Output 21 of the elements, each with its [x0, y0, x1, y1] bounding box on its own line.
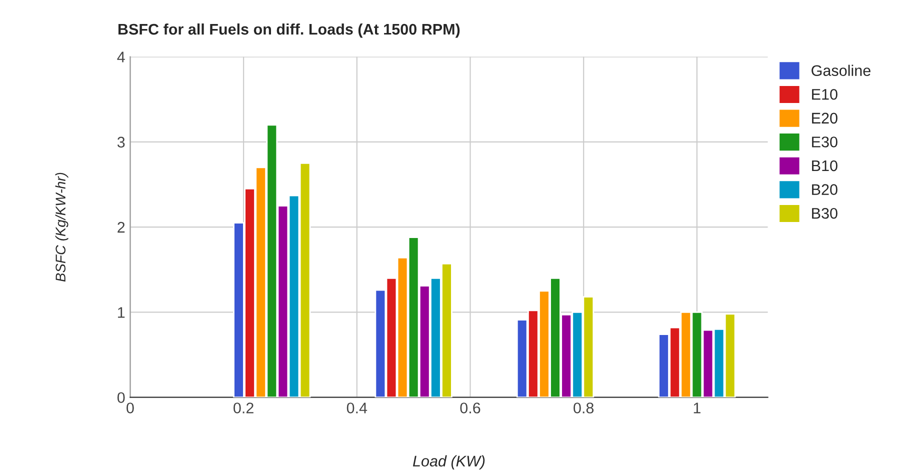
y-tick-label: 2 — [118, 222, 125, 233]
x-tick-label: 0 — [126, 402, 134, 414]
y-tick-label: 1 — [118, 307, 125, 318]
legend-label: E30 — [812, 136, 838, 148]
legend-label: E10 — [812, 88, 838, 100]
x-tick-label: 1 — [694, 402, 700, 414]
x-tick-label: 0.4 — [346, 402, 368, 414]
x-tick-label: 0.2 — [234, 402, 254, 414]
legend-label: B20 — [812, 184, 838, 195]
x-tick-label: 0.8 — [574, 402, 594, 414]
x-axis-title: Load (KW) — [412, 455, 485, 470]
legend-label: E20 — [812, 112, 838, 124]
legend-label: B10 — [812, 160, 838, 172]
y-tick-label: 4 — [117, 52, 125, 62]
legend-label: B30 — [812, 208, 838, 219]
y-tick-label: 3 — [117, 136, 125, 148]
y-axis-title: BSFC (Kg/KW-hr) — [55, 172, 68, 282]
x-tick-label: 0.6 — [460, 402, 480, 414]
legend-label: Gasoline — [812, 64, 870, 76]
y-tick-label: 0 — [117, 392, 125, 404]
chart-title: BSFC for all Fuels on diff. Loads (At 1500 RPM) — [118, 23, 460, 38]
